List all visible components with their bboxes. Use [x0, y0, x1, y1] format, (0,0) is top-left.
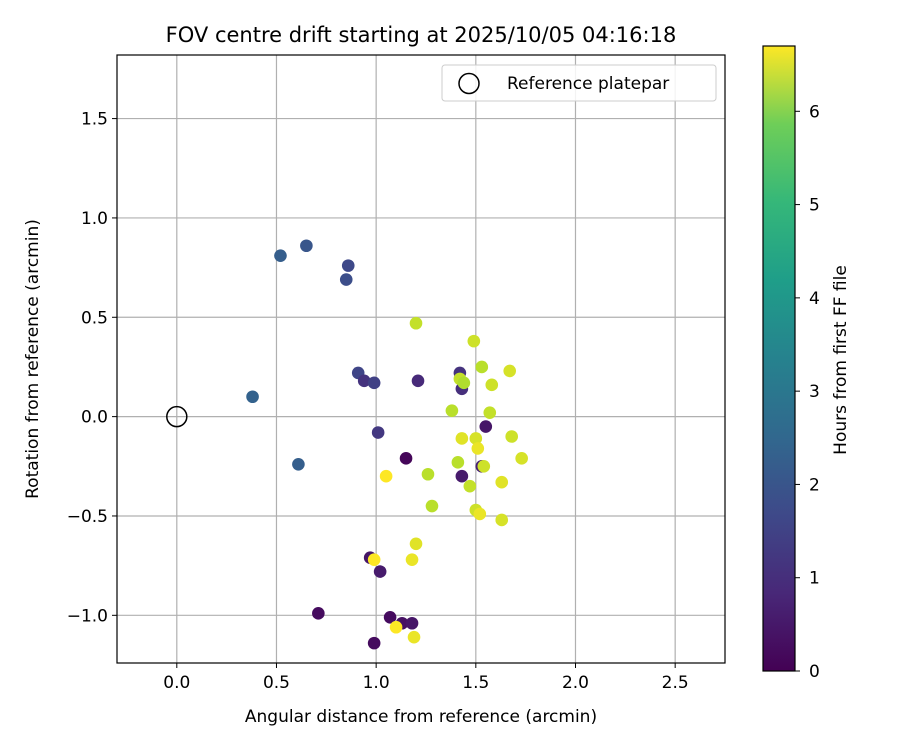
data-point: [341, 259, 355, 272]
data-point: [495, 475, 509, 489]
data-point: [409, 537, 423, 551]
grid: [117, 55, 725, 663]
colorbar-label: Hours from first FF file: [831, 265, 851, 455]
data-point: [515, 452, 528, 465]
y-tick-label: 0.5: [81, 308, 108, 328]
reference-marker: [166, 405, 188, 428]
y-tick-label: 1.0: [81, 209, 108, 229]
y-ticks: −1.0 −0.5 0.0 0.5 1.0 1.5: [67, 110, 117, 626]
data-point: [371, 426, 385, 439]
chart-title: FOV centre drift starting at 2025/10/05 …: [166, 23, 677, 47]
data-point: [409, 316, 423, 330]
data-point: [455, 432, 469, 445]
colorbar-tick-label: 1: [809, 569, 820, 589]
axes-background: [117, 55, 725, 663]
colorbar-tick-label: 0: [809, 662, 820, 682]
data-point: [471, 442, 485, 455]
data-point: [312, 607, 325, 620]
data-point: [367, 636, 381, 650]
legend-box: [441, 64, 717, 102]
x-tick-label: 0.5: [263, 673, 290, 693]
legend: Reference platepar: [441, 64, 717, 102]
data-point: [399, 452, 413, 465]
data-point: [274, 249, 287, 262]
data-point: [495, 513, 509, 527]
data-point: [505, 430, 519, 443]
colorbar-ticks: 0 1 2 3 4 5 6: [795, 102, 820, 682]
y-tick-label: −1.0: [67, 606, 108, 626]
data-point: [373, 565, 387, 578]
reference-platepar-marker: [166, 405, 188, 428]
data-point: [445, 404, 459, 417]
data-point: [469, 432, 483, 445]
data-point: [479, 420, 493, 433]
y-tick-label: 0.0: [81, 408, 108, 428]
x-tick-label: 0.0: [163, 673, 190, 693]
data-point: [483, 406, 497, 419]
colorbar-tick-label: 3: [809, 382, 820, 402]
y-tick-label: −0.5: [67, 507, 108, 527]
x-ticks: 0.0 0.5 1.0 1.5 2.0 2.5: [163, 663, 689, 693]
data-point: [246, 390, 259, 404]
data-point: [292, 458, 305, 471]
legend-marker-icon: [458, 72, 480, 95]
data-point: [467, 334, 481, 348]
data-point: [503, 364, 517, 378]
colorbar-tick-label: 2: [809, 475, 820, 495]
colorbar-frame: [762, 45, 796, 672]
data-point: [339, 273, 353, 286]
x-axis-label: Angular distance from reference (arcmin): [245, 707, 597, 727]
data-point: [300, 239, 313, 253]
data-point: [379, 469, 393, 483]
data-point: [477, 459, 491, 473]
axes-frame: [116, 54, 726, 664]
x-tick-label: 2.0: [562, 673, 589, 693]
data-point: [389, 620, 403, 634]
colorbar-gradient: [763, 46, 795, 671]
data-point: [421, 467, 435, 481]
x-tick-label: 1.5: [462, 673, 489, 693]
data-point: [367, 553, 381, 566]
data-point: [407, 630, 421, 644]
data-point: [367, 376, 381, 390]
scatter-points: [246, 239, 528, 650]
data-point: [357, 374, 371, 388]
legend-entry-reference: Reference platepar: [507, 74, 669, 94]
colorbar-tick-label: 5: [809, 196, 820, 216]
data-point: [405, 553, 419, 566]
data-point: [451, 456, 465, 469]
colorbar-tick-label: 4: [809, 289, 820, 309]
data-point: [405, 616, 419, 630]
data-point: [457, 376, 471, 390]
data-point: [485, 378, 499, 392]
data-point: [455, 469, 469, 483]
plot-area: 0.0 0.5 1.0 1.5 2.0 2.5 −1.0 −0.5 0.0 0.5 1.0 1.5: [67, 54, 726, 693]
data-point: [411, 374, 425, 388]
y-tick-label: 1.5: [81, 110, 108, 130]
x-tick-label: 2.5: [662, 673, 689, 693]
data-point: [473, 507, 487, 521]
data-point: [425, 499, 439, 513]
colorbar-tick-label: 6: [809, 102, 820, 122]
data-point: [463, 479, 477, 493]
y-axis-label: Rotation from reference (arcmin): [23, 219, 43, 499]
data-point: [475, 360, 489, 374]
data-point: [383, 611, 397, 624]
x-tick-label: 1.0: [363, 673, 390, 693]
colorbar: 0 1 2 3 4 5 6 Hours from first FF file: [762, 45, 851, 682]
